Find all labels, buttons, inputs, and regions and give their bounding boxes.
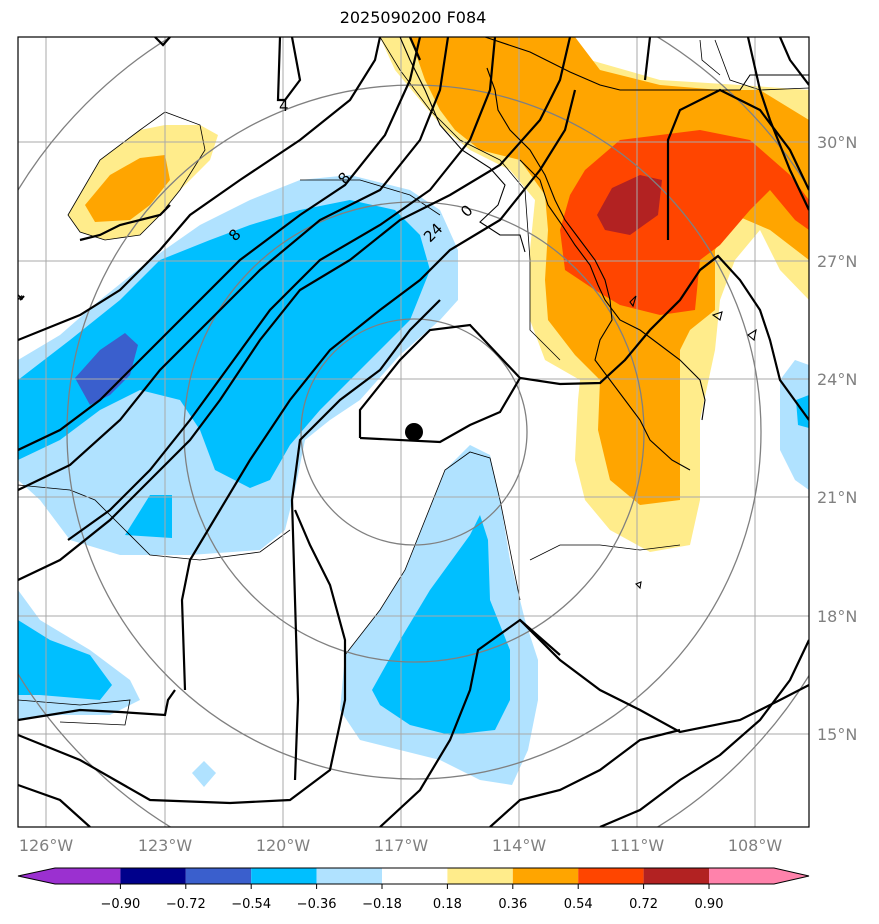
- colorbar-segment-under: [18, 868, 55, 884]
- colorbar-label-6: 0.18: [433, 897, 462, 912]
- height-contours: [18, 37, 809, 827]
- colorbar-label-8: 0.54: [564, 897, 593, 912]
- shading-outlines: [18, 37, 809, 726]
- lon-label-123w: 123°W: [138, 836, 193, 855]
- longitude-labels: 126°W 123°W 120°W 117°W 114°W 111°W 108°…: [19, 836, 783, 855]
- graticule: [18, 37, 809, 827]
- contour-label-4-left: 4: [8, 287, 27, 306]
- colorbar-label-5: −0.18: [362, 897, 402, 912]
- lat-label-30n: 30°N: [817, 133, 857, 152]
- map-title: 2025090200 F084: [339, 8, 487, 27]
- colorbar-segment-8: [512, 868, 579, 884]
- map-frame: [17, 36, 810, 828]
- colorbar-segment-6: [382, 868, 448, 884]
- colorbar-label-2: −0.72: [166, 897, 206, 912]
- lon-label-120w: 120°W: [256, 836, 311, 855]
- lon-label-126w: 126°W: [19, 836, 74, 855]
- map-area: 4 8 8 24 0 4: [8, 37, 809, 827]
- lat-label-15n: 15°N: [817, 725, 857, 744]
- colorbar-label-10: 0.90: [695, 897, 724, 912]
- colorbar-label-1: −0.90: [100, 897, 140, 912]
- storm-center-dot: [405, 423, 423, 441]
- colorbar-label-9: 0.72: [629, 897, 658, 912]
- colorbar-label-3: −0.54: [231, 897, 271, 912]
- colorbar-segment-5: [316, 868, 382, 884]
- lon-label-117w: 117°W: [374, 836, 429, 855]
- colorbar-segment-4: [251, 868, 317, 884]
- colorbar-segment-over: [774, 868, 809, 884]
- colorbar-outline: [17, 867, 810, 885]
- lat-label-24n: 24°N: [817, 370, 857, 389]
- coastline: [399, 37, 809, 590]
- lat-label-27n: 27°N: [817, 252, 857, 271]
- colorbar-segment-1: [55, 868, 121, 884]
- lon-label-111w: 111°W: [610, 836, 665, 855]
- colorbar-segment-11: [709, 868, 775, 884]
- colorbar-segment-3: [185, 868, 252, 884]
- lat-label-21n: 21°N: [817, 488, 857, 507]
- contour-label-4-top: 4: [279, 97, 289, 115]
- colorbar-label-7: 0.36: [498, 897, 527, 912]
- lon-label-114w: 114°W: [492, 836, 547, 855]
- negative-anomaly-fill: [18, 175, 809, 787]
- latitude-labels: 30°N 27°N 24°N 21°N 18°N 15°N: [817, 133, 857, 744]
- colorbar-segment-7: [447, 868, 513, 884]
- colorbar-segment-9: [578, 868, 644, 884]
- lon-label-108w: 108°W: [728, 836, 783, 855]
- lat-label-18n: 18°N: [817, 607, 857, 626]
- colorbar: −0.90 −0.72 −0.54 −0.36 −0.18 0.18 0.36 …: [17, 867, 810, 912]
- colorbar-label-4: −0.36: [297, 897, 337, 912]
- colorbar-segment-10: [643, 868, 709, 884]
- colorbar-segment-2: [120, 868, 186, 884]
